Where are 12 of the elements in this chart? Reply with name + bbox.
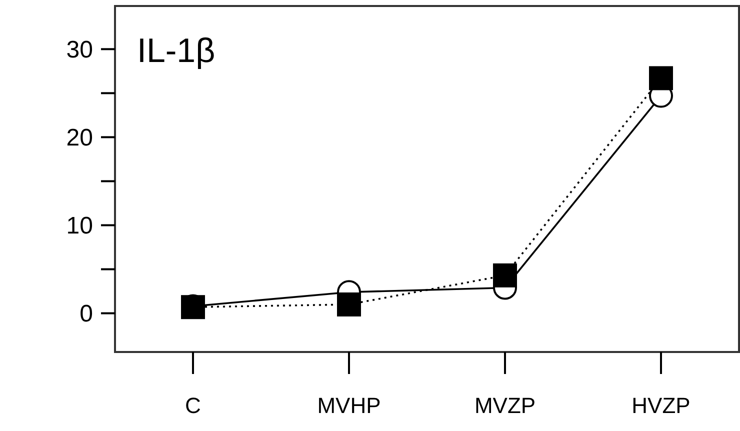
point [337, 292, 361, 316]
x-tick-label: HVZP [632, 393, 690, 418]
point [649, 66, 673, 90]
x-tick-label: C [185, 393, 202, 418]
x-tick-label: MVHP [317, 393, 381, 418]
y-tick-label: 30 [66, 36, 93, 64]
y-tick-label: 20 [66, 124, 93, 152]
text: IL-1β [137, 32, 216, 70]
y-tick-label: 10 [66, 212, 93, 240]
x-tick-label: MVZP [474, 393, 536, 418]
point [493, 263, 517, 288]
y-tick-label: 0 [80, 300, 93, 328]
